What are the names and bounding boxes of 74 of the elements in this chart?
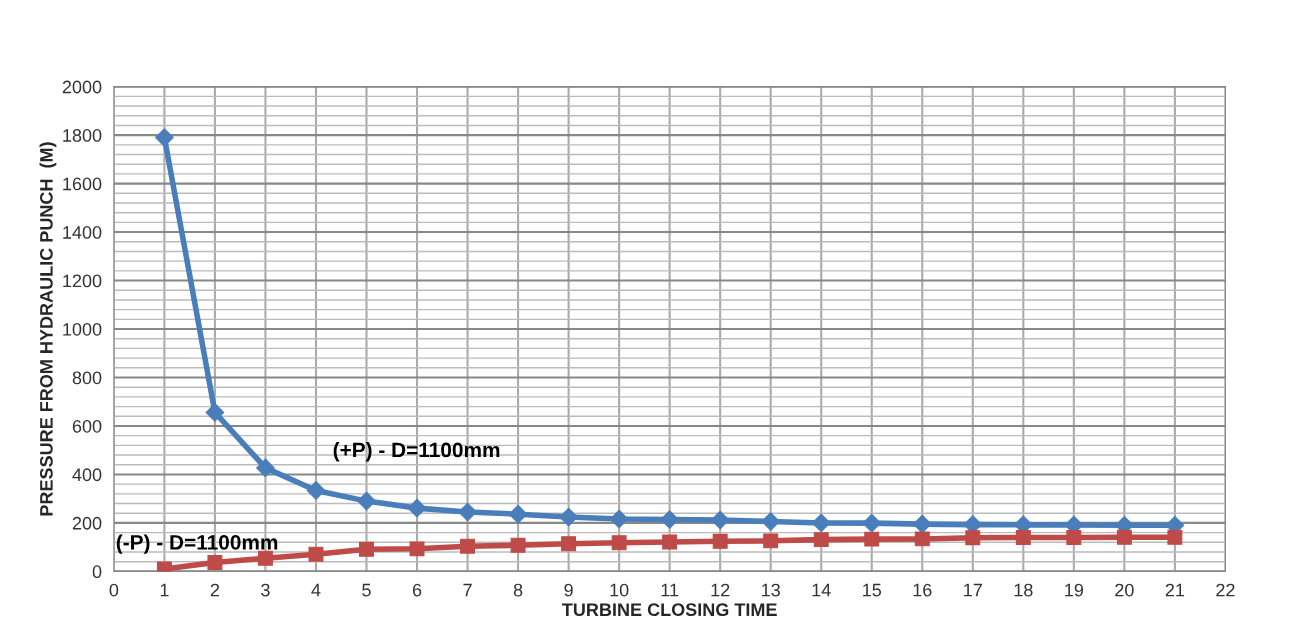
point xyxy=(155,128,174,147)
y-tick-label: 1800 xyxy=(63,129,102,142)
point xyxy=(510,537,526,553)
point xyxy=(306,481,326,500)
point xyxy=(257,550,273,566)
x-tick-label: 2 xyxy=(210,583,220,597)
y-tick-label: 1200 xyxy=(63,274,102,288)
point xyxy=(508,504,528,524)
point xyxy=(561,536,577,552)
point xyxy=(763,533,779,549)
y-tick-label: 1600 xyxy=(63,177,102,191)
y-axis-title: PRESSURE FROM HYDRAULIC PUNCH (M) xyxy=(39,142,57,516)
point xyxy=(712,533,728,549)
x-tick-label: 22 xyxy=(1216,583,1235,597)
y-tick-label: 200 xyxy=(72,516,102,530)
point xyxy=(1167,529,1183,545)
point xyxy=(407,498,427,518)
x-tick-label: 0 xyxy=(109,583,119,597)
x-tick-label: 17 xyxy=(964,583,982,597)
point xyxy=(912,514,932,534)
x-tick-label: 15 xyxy=(863,583,882,597)
x-tick-label: 14 xyxy=(812,583,831,597)
point xyxy=(662,534,678,550)
y-tick-label: 400 xyxy=(72,468,102,482)
x-tick-label: 16 xyxy=(913,583,932,597)
point xyxy=(460,538,476,554)
point xyxy=(559,507,578,527)
point xyxy=(1015,529,1031,545)
point xyxy=(862,513,882,533)
point xyxy=(359,541,374,557)
series-label: (+P) - D=1100mm xyxy=(333,442,500,462)
x-tick-label: 6 xyxy=(412,583,422,597)
y-tick-label: 1400 xyxy=(63,226,102,239)
point xyxy=(914,531,930,547)
x-tick-label: 5 xyxy=(362,583,371,597)
x-tick-label: 18 xyxy=(1014,583,1033,597)
x-tick-label: 8 xyxy=(513,583,523,597)
y-tick-label: 800 xyxy=(72,371,102,385)
point xyxy=(1116,529,1132,545)
point xyxy=(207,554,223,570)
x-axis-title: TURBINE CLOSING TIME xyxy=(562,603,777,617)
point xyxy=(308,546,324,562)
point xyxy=(357,491,376,511)
point xyxy=(811,513,831,533)
point xyxy=(813,532,829,548)
y-tick-label: 1000 xyxy=(63,322,102,336)
x-tick-label: 11 xyxy=(661,583,679,597)
x-tick-label: 13 xyxy=(762,583,780,597)
x-tick-label: 19 xyxy=(1065,583,1084,597)
point xyxy=(660,510,679,529)
y-tick-label: 0 xyxy=(92,565,102,579)
point xyxy=(1066,529,1082,545)
x-tick-label: 20 xyxy=(1115,583,1134,597)
point xyxy=(205,403,225,422)
point xyxy=(965,530,981,546)
y-tick-label: 600 xyxy=(72,419,102,433)
point xyxy=(611,535,627,551)
y-tick-label: 2000 xyxy=(62,80,102,94)
x-tick-label: 10 xyxy=(610,583,629,597)
point xyxy=(409,541,425,557)
x-tick-label: 3 xyxy=(261,583,270,597)
point xyxy=(458,502,477,522)
point xyxy=(256,458,275,478)
point xyxy=(864,531,880,547)
series-label: (-P) - D=1100mm xyxy=(116,534,278,554)
point xyxy=(609,509,629,529)
x-tick-label: 12 xyxy=(711,583,730,597)
x-tick-label: 21 xyxy=(1165,583,1185,597)
x-tick-label: 7 xyxy=(463,583,472,597)
point xyxy=(710,510,730,530)
point xyxy=(761,512,781,531)
x-tick-label: 9 xyxy=(564,583,573,597)
x-tick-label: 4 xyxy=(311,583,321,597)
x-tick-label: 1 xyxy=(160,583,169,597)
